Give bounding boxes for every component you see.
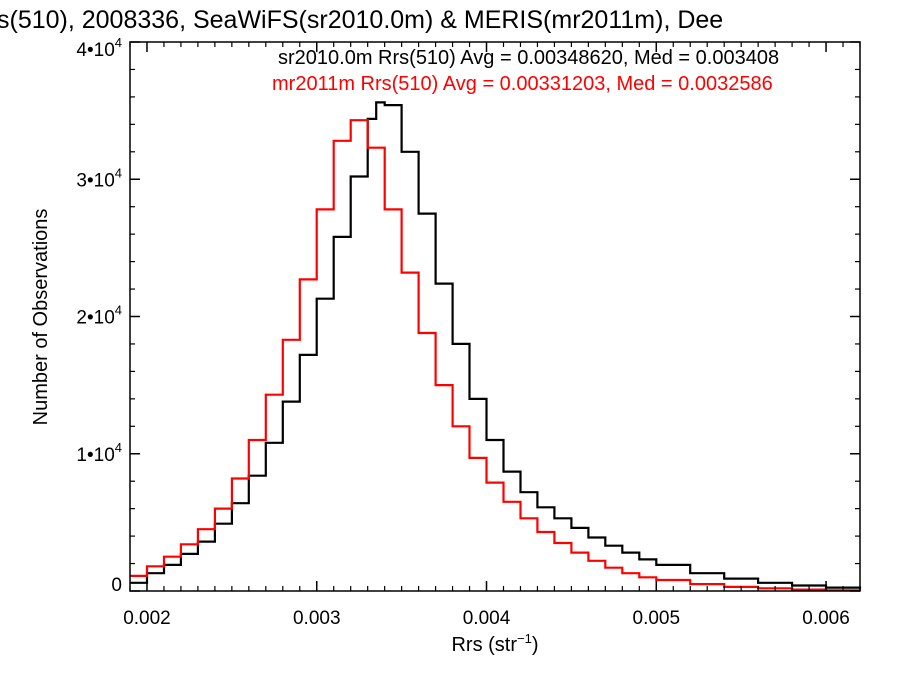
y-tick-label: 1•104 bbox=[76, 440, 122, 466]
y-tick-mantissa: 2•10 bbox=[76, 308, 114, 329]
legend-entry-sr2010.0m: sr2010.0m Rrs(510) Avg = 0.00348620, Med… bbox=[278, 47, 779, 69]
y-tick-exponent: 4 bbox=[115, 35, 122, 50]
x-axis-label: Rrs (str−1) bbox=[451, 631, 538, 656]
y-tick-label: 3•104 bbox=[76, 165, 122, 191]
y-tick-label: 2•104 bbox=[76, 303, 122, 329]
chart-title: s(510), 2008336, SeaWiFS(sr2010.0m) & ME… bbox=[0, 6, 723, 34]
x-axis-label-superscript: −1 bbox=[517, 631, 532, 646]
plot-area: 0.002 0.003 0.004 0.005 0.006 01•1042•1043•1… bbox=[76, 35, 862, 629]
legend: sr2010.0m Rrs(510) Avg = 0.00348620, Med… bbox=[272, 47, 779, 95]
x-tick-label: 0.002 bbox=[123, 608, 171, 629]
x-tick-label: 0.005 bbox=[633, 608, 681, 629]
y-tick-label: 4•104 bbox=[76, 35, 122, 61]
x-axis-label-close: ) bbox=[532, 634, 539, 656]
x-tick-label: 0.006 bbox=[802, 608, 850, 629]
x-axis-label-text: Rrs (str bbox=[451, 634, 517, 656]
series-layer bbox=[130, 101, 862, 592]
y-tick-label: 0 bbox=[111, 575, 122, 596]
x-axis-ticks: 0.002 0.003 0.004 0.005 0.006 bbox=[123, 42, 861, 629]
x-tick-label: 0.003 bbox=[293, 608, 341, 629]
y-tick-mantissa: 3•10 bbox=[76, 170, 114, 191]
y-tick-mantissa: 4•10 bbox=[76, 40, 114, 61]
y-tick-mantissa: 0 bbox=[111, 575, 122, 596]
y-tick-mantissa: 1•10 bbox=[76, 445, 114, 466]
series-line-sr2010.0m bbox=[130, 101, 862, 589]
y-tick-exponent: 4 bbox=[115, 303, 122, 318]
legend-entry-mr2011m: mr2011m Rrs(510) Avg = 0.00331203, Med =… bbox=[272, 73, 773, 95]
x-tick-label: 0.004 bbox=[463, 608, 511, 629]
y-tick-exponent: 4 bbox=[115, 165, 122, 180]
plot-frame bbox=[129, 41, 861, 592]
series-line-mr2011m bbox=[130, 119, 862, 592]
y-axis-label: Number of Observations bbox=[30, 209, 52, 426]
y-tick-exponent: 4 bbox=[115, 440, 122, 455]
